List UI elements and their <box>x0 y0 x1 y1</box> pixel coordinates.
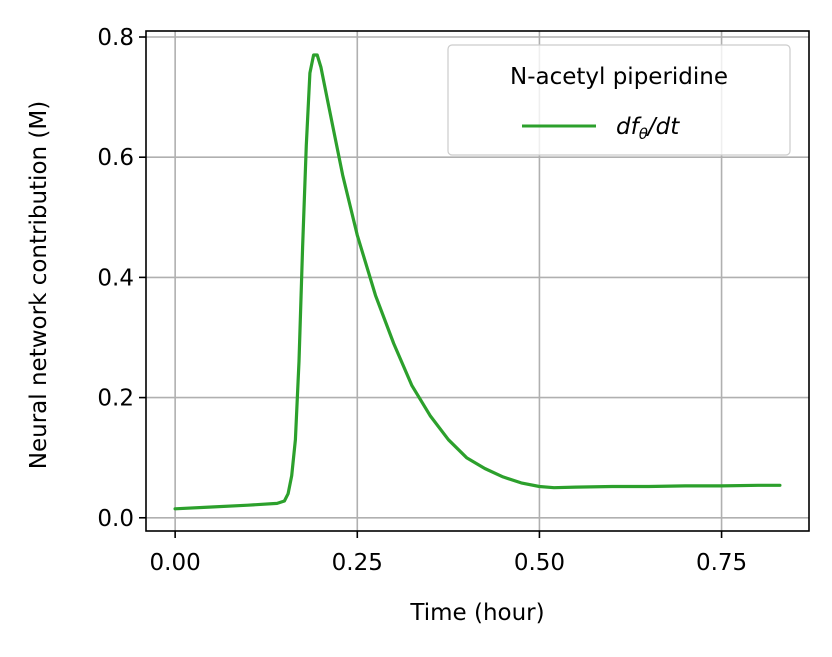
legend: N-acetyl piperidine dfθ/dt <box>447 44 791 156</box>
legend-label-subscript: θ <box>639 125 648 143</box>
axes-frame <box>145 30 810 532</box>
x-tick-label: 0.50 <box>514 550 565 576</box>
tick-labels: 0.00 0.25 0.50 0.75 0.0 0.2 0.4 0.6 0.8 <box>97 25 747 576</box>
x-tick-label: 0.75 <box>696 550 747 576</box>
x-tick-label: 0.00 <box>150 550 201 576</box>
y-axis-label: Neural network contribution (M) <box>26 101 52 469</box>
series-layer <box>173 53 782 511</box>
y-tick-label: 0.8 <box>97 25 134 51</box>
legend-title: N-acetyl piperidine <box>510 64 728 90</box>
legend-label-main: df <box>616 114 642 140</box>
y-tick-label: 0.4 <box>97 265 134 291</box>
y-tick-label: 0.2 <box>97 386 134 412</box>
series-line <box>173 53 782 511</box>
legend-label-tail: /dt <box>646 114 680 140</box>
x-tick-label: 0.25 <box>332 550 383 576</box>
tick-marks <box>139 36 723 538</box>
y-tick-label: 0.0 <box>97 506 134 532</box>
x-axis-label: Time (hour) <box>409 600 544 626</box>
y-tick-label: 0.6 <box>97 145 134 171</box>
legend-entry-label: dfθ/dt <box>616 114 680 143</box>
